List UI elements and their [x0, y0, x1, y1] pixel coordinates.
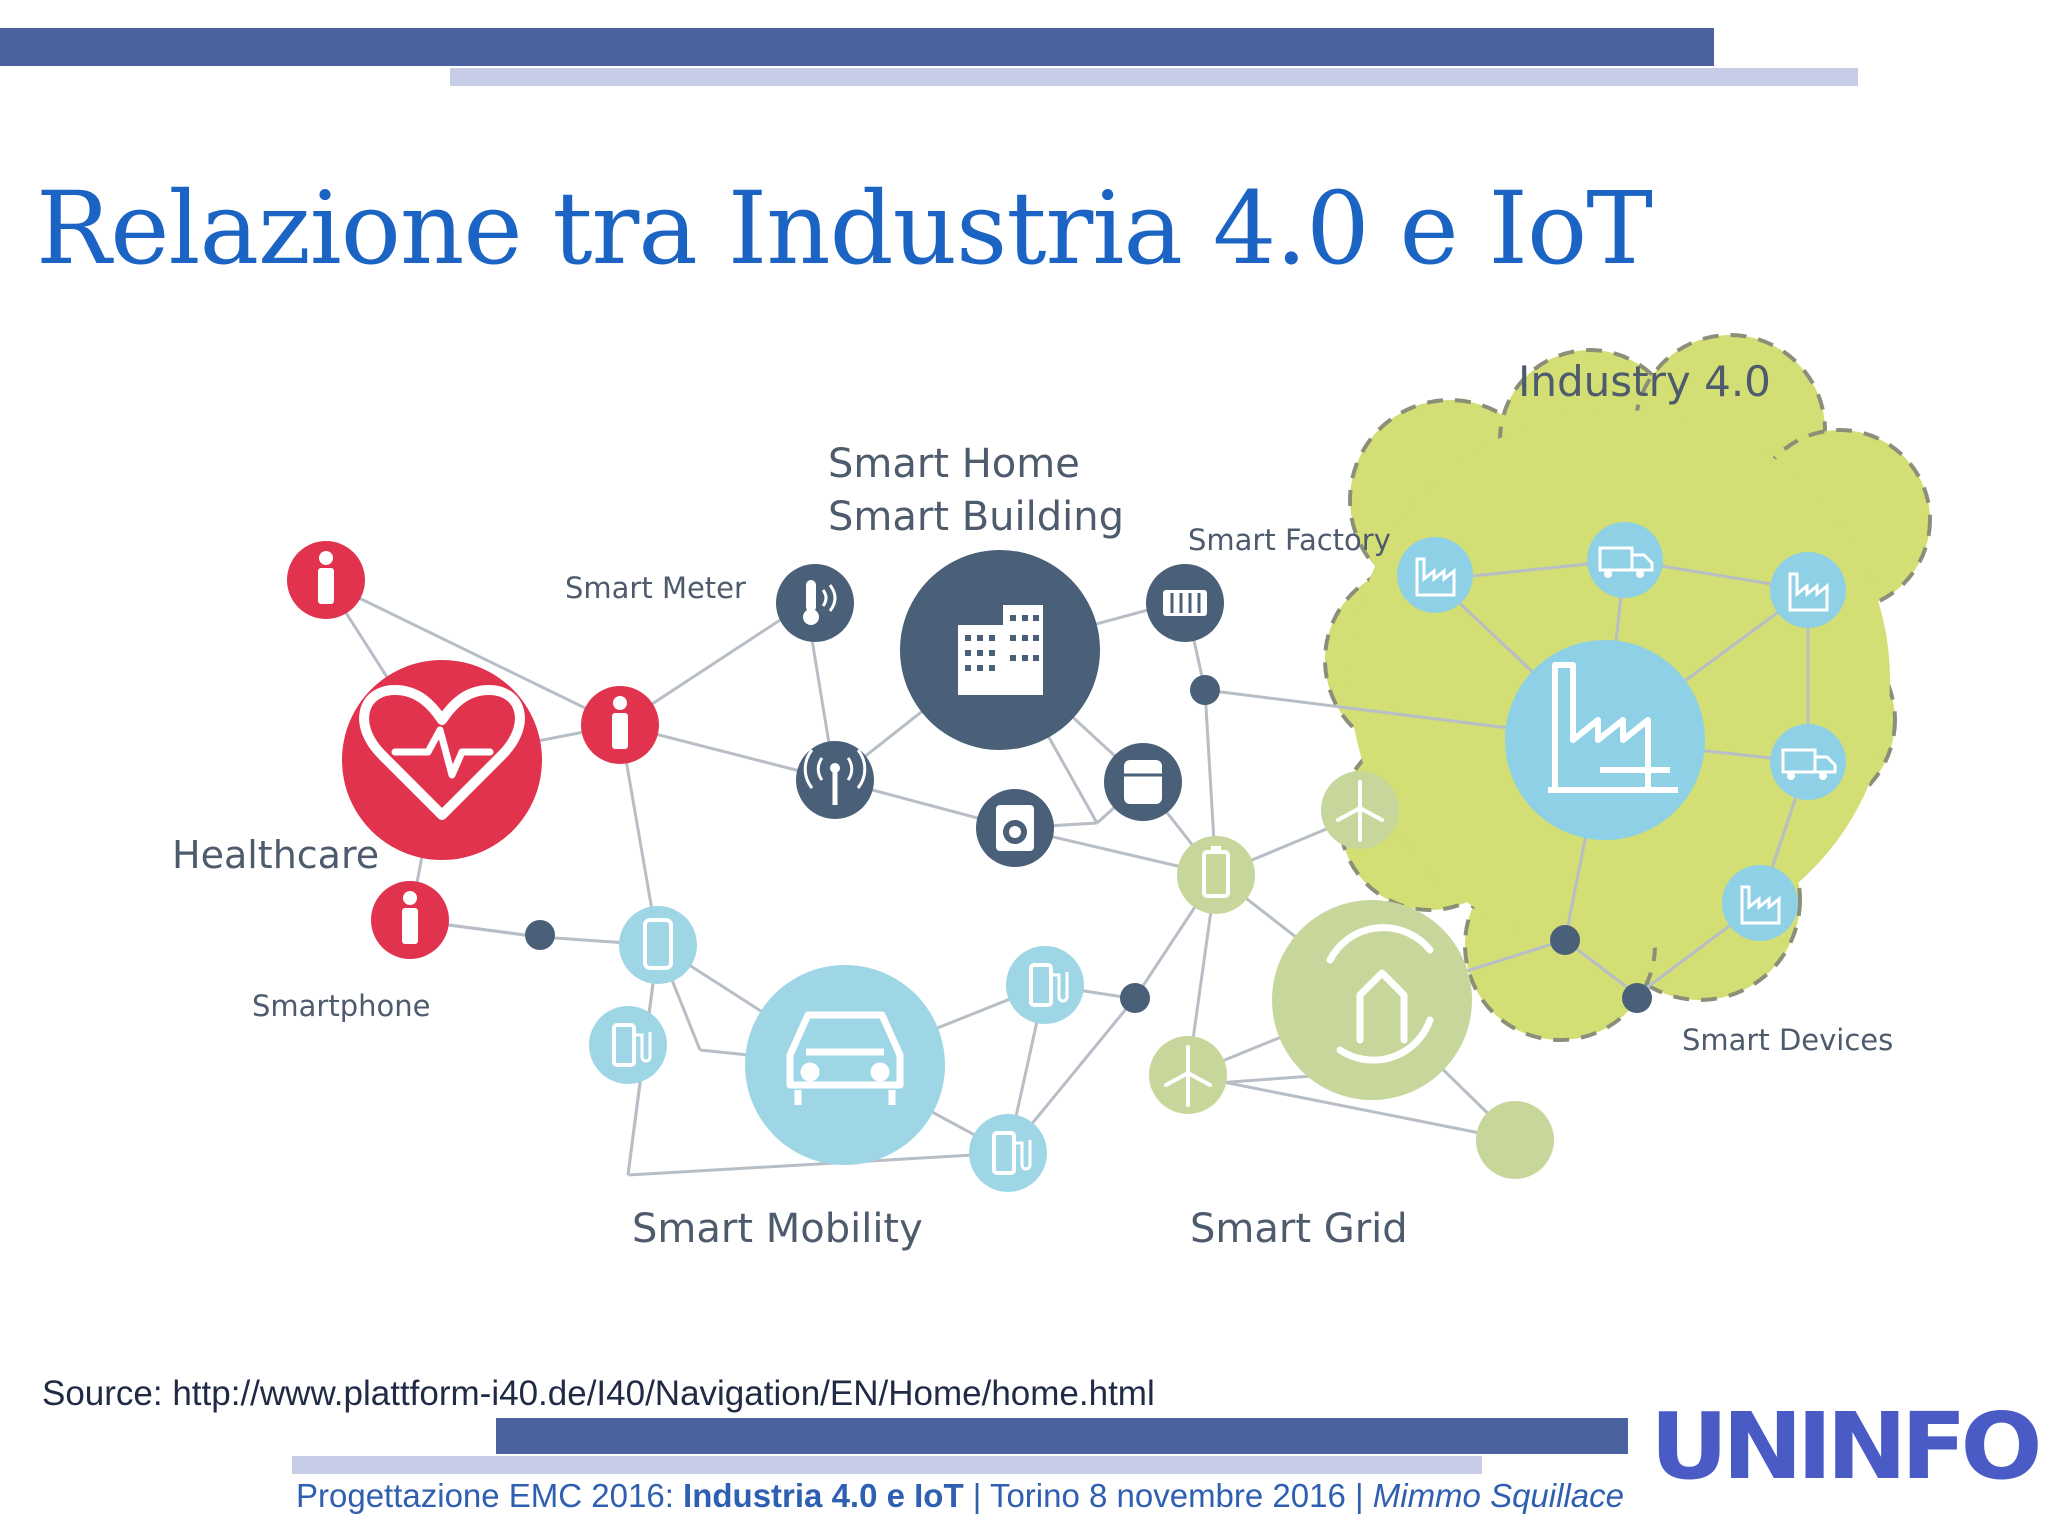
fridge-icon	[1104, 743, 1182, 821]
footer-author: Mimmo Squillace	[1372, 1477, 1624, 1514]
factory-icon	[1722, 865, 1798, 941]
wind-turbine-icon	[1149, 1036, 1227, 1114]
truck-icon	[1770, 724, 1846, 800]
smart-grid-cluster	[1149, 771, 1554, 1179]
battery-icon	[1177, 836, 1255, 914]
label-smart-devices: Smart Devices	[1682, 1023, 1893, 1057]
label-healthcare: Healthcare	[172, 833, 379, 877]
thermometer-icon	[776, 564, 854, 642]
label-industry: Industry 4.0	[1518, 357, 1771, 406]
footer-place-date: | Torino 8 novembre 2016 |	[963, 1477, 1373, 1514]
industry-cloud	[1323, 333, 1932, 1042]
building-icon	[958, 605, 1043, 695]
person-icon	[287, 541, 365, 619]
top-bar-dark	[0, 28, 1714, 66]
label-smartphone: Smartphone	[252, 989, 430, 1023]
truck-icon	[1587, 522, 1663, 598]
fuel-pump-icon	[589, 1006, 667, 1084]
fuel-pump-icon	[1006, 946, 1084, 1024]
slide-title: Relazione tra Industria 4.0 e IoT	[36, 170, 1653, 287]
washing-machine-icon	[976, 789, 1054, 867]
antenna-icon	[796, 741, 874, 819]
healthcare-cluster	[287, 541, 659, 959]
uninfo-logo: UNINFO	[1650, 1393, 2043, 1500]
label-smart-factory: Smart Factory	[1188, 523, 1391, 557]
smart-mobility-cluster	[589, 906, 1150, 1192]
label-smart-meter: Smart Meter	[565, 571, 746, 605]
footer-text: Progettazione EMC 2016: Industria 4.0 e …	[270, 1477, 1650, 1515]
footer-topic: Industria 4.0 e IoT	[683, 1477, 964, 1514]
heart-icon	[359, 685, 525, 820]
factory-icon	[1770, 552, 1846, 628]
car-icon	[786, 1011, 904, 1105]
smart-home-cluster	[776, 550, 1224, 867]
fuel-pump-icon	[969, 1114, 1047, 1192]
diagram-labels: Industry 4.0 Smart Home Smart Building S…	[172, 357, 1893, 1252]
house-plug-icon	[1326, 924, 1434, 1064]
iot-diagram: Industry 4.0 Smart Home Smart Building S…	[172, 333, 1932, 1252]
person-icon	[581, 686, 659, 764]
wind-turbine-icon	[1321, 771, 1399, 849]
label-smart-mobility: Smart Mobility	[632, 1206, 923, 1252]
phone-icon	[619, 906, 697, 984]
factory-icon	[1397, 537, 1473, 613]
label-smart-building: Smart Building	[828, 494, 1124, 540]
bottom-bar-light	[292, 1456, 1482, 1474]
factory-cluster	[1397, 522, 1846, 1013]
source-note: Source: http://www.plattform-i40.de/I40/…	[42, 1374, 1155, 1413]
person-icon	[371, 881, 449, 959]
footer-event: Progettazione EMC 2016:	[295, 1477, 684, 1514]
radiator-icon	[1146, 564, 1224, 642]
label-smart-home: Smart Home	[828, 441, 1080, 487]
bottom-bar-dark	[496, 1418, 1628, 1454]
top-bar-light	[450, 68, 1858, 86]
factory-icon	[1548, 662, 1678, 793]
label-smart-grid: Smart Grid	[1190, 1206, 1408, 1252]
